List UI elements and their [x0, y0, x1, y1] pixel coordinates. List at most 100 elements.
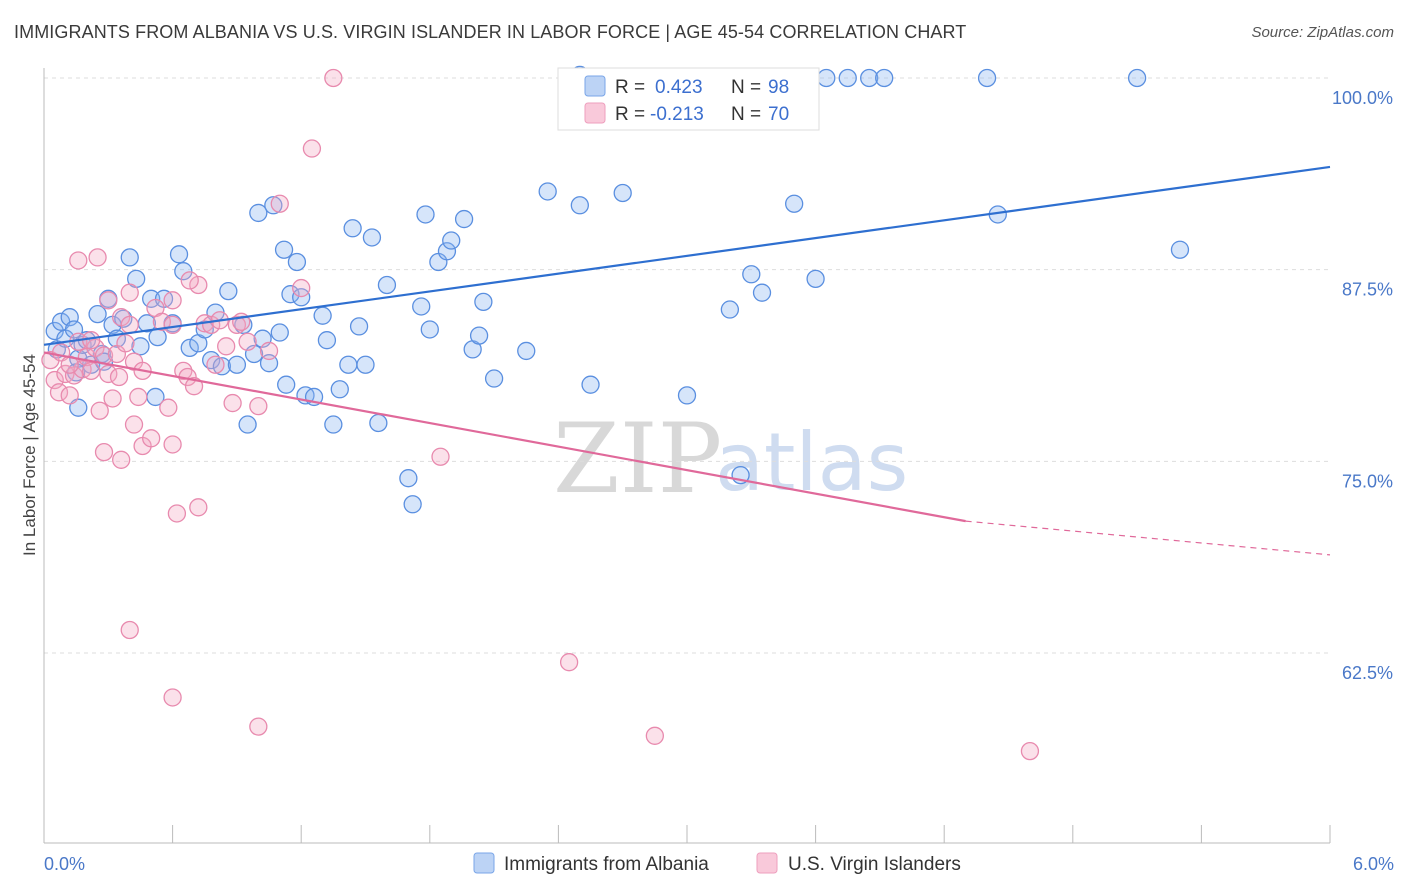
- correlation-legend: R = 0.423 N = 98 R = -0.213 N = 70: [557, 67, 820, 131]
- legend-n-value-1: 98: [768, 77, 789, 98]
- albania-point-48: [313, 306, 332, 325]
- albania-point-88: [838, 68, 857, 88]
- virgin-islanders-point-2: [49, 383, 69, 402]
- albania-point-94: [277, 375, 296, 394]
- albania-point-71: [484, 369, 504, 388]
- virgin-islanders-point-19: [120, 315, 139, 335]
- virgin-islanders-point-56: [109, 367, 129, 387]
- albania-point-43: [281, 285, 300, 304]
- legend-n-label-1: N =: [731, 77, 761, 98]
- virgin-islanders-point-21: [129, 387, 148, 407]
- virgin-islanders-point-31: [184, 377, 204, 396]
- virgin-islanders-point-12: [90, 401, 109, 420]
- legend-r-value-1: 0.423: [655, 77, 703, 98]
- legend-swatch-albania: [584, 75, 606, 97]
- series-legend: Immigrants from Albania U.S. Virgin Isla…: [473, 852, 961, 875]
- virgin-islanders-point-47: [324, 68, 343, 88]
- virgin-islanders-point-65: [645, 726, 664, 745]
- virgin-islanders-point-44: [270, 194, 289, 213]
- albania-point-90: [875, 68, 894, 88]
- virgin-islanders-point-59: [180, 271, 199, 290]
- legend-swatch-virgin-islanders: [584, 102, 606, 124]
- albania-point-41: [270, 323, 289, 342]
- virgin-islanders-point-58: [120, 283, 139, 302]
- albania-point-49: [317, 331, 337, 350]
- virgin-islanders-point-5: [60, 386, 79, 405]
- albania-point-81: [752, 283, 772, 302]
- albania-point-75: [581, 375, 600, 394]
- albania-point-50: [324, 415, 343, 434]
- albania-point-18: [131, 337, 150, 356]
- virgin-islanders-point-14: [99, 364, 118, 384]
- legend-r-label-1: R =: [615, 77, 645, 98]
- x-axis-ticks: [43, 825, 1331, 843]
- albania-point-76: [613, 183, 632, 203]
- virgin-islanders-point-54: [88, 248, 107, 267]
- albania-point-57: [369, 413, 388, 433]
- virgin-islanders-point-41: [238, 332, 257, 351]
- albania-point-70: [474, 292, 493, 312]
- virgin-islanders-point-53: [189, 498, 208, 517]
- trend-line-virgin-islanders: [43, 351, 966, 523]
- virgin-islanders-point-62: [163, 688, 182, 707]
- virgin-islanders-point-27: [163, 315, 182, 335]
- albania-point-55: [356, 355, 375, 374]
- y-tick-label-0: 100.0%: [1332, 88, 1393, 108]
- albania-point-54: [349, 317, 369, 336]
- albania-point-33: [227, 355, 247, 374]
- trend-lines: [43, 165, 1331, 556]
- albania-point-78: [720, 300, 740, 319]
- albania-point-56: [362, 228, 382, 247]
- legend-n-label-2: N =: [731, 104, 761, 125]
- albania-point-69: [469, 326, 489, 345]
- virgin-islanders-point-43: [259, 341, 279, 361]
- albania-point-89: [860, 68, 879, 88]
- virgin-islanders-point-35: [206, 355, 225, 374]
- watermark-atlas: atlas: [715, 416, 908, 509]
- albania-point-16: [120, 248, 139, 267]
- trend-line-albania: [43, 165, 1331, 346]
- source-label: Source: ZipAtlas.com: [1251, 24, 1394, 41]
- bottom-legend-swatch-albania: [473, 852, 495, 874]
- albania-point-65: [437, 242, 457, 261]
- albania-point-91: [977, 68, 997, 88]
- chart-title: IMMIGRANTS FROM ALBANIA VS U.S. VIRGIN I…: [14, 22, 967, 42]
- watermark-zip: ZIP: [553, 403, 722, 515]
- albania-point-32: [219, 281, 238, 301]
- virgin-islanders-point-38: [223, 393, 242, 413]
- virgin-islanders-point-64: [559, 653, 579, 672]
- virgin-islanders-point-52: [163, 291, 182, 310]
- albania-point-85: [1170, 240, 1190, 259]
- virgin-islanders-point-23: [142, 429, 161, 448]
- albania-point-20: [142, 289, 161, 308]
- albania-point-72: [517, 341, 536, 361]
- virgin-islanders-point-15: [103, 389, 122, 408]
- albania-point-26: [180, 338, 199, 358]
- bottom-legend-swatch-virgin-islanders: [756, 852, 778, 874]
- bottom-legend-label-albania: Immigrants from Albania: [504, 854, 709, 875]
- albania-point-45: [292, 288, 311, 307]
- albania-point-82: [785, 194, 804, 213]
- albania-point-58: [377, 275, 397, 295]
- albania-point-73: [538, 182, 557, 201]
- albania-point-51: [330, 380, 349, 399]
- albania-point-61: [412, 297, 431, 316]
- legend-n-value-2: 70: [768, 104, 789, 125]
- albania-point-67: [454, 209, 474, 229]
- virgin-islanders-point-49: [112, 450, 131, 469]
- virgin-islanders-point-63: [249, 717, 268, 736]
- albania-point-24: [169, 245, 189, 264]
- virgin-islanders-point-18: [116, 334, 135, 353]
- albania-point-44: [287, 252, 307, 272]
- albania-point-35: [238, 415, 257, 434]
- virgin-islanders-point-51: [163, 435, 182, 454]
- y-axis-tick-labels: 100.0% 87.5% 75.0% 62.5%: [1332, 88, 1393, 683]
- albania-point-52: [339, 355, 358, 374]
- albania-point-74: [570, 196, 589, 215]
- albania-point-87: [817, 68, 836, 88]
- albania-point-80: [742, 265, 761, 284]
- albania-point-25: [174, 262, 193, 281]
- virgin-islanders-point-37: [217, 337, 236, 356]
- y-tick-label-3: 62.5%: [1342, 663, 1393, 683]
